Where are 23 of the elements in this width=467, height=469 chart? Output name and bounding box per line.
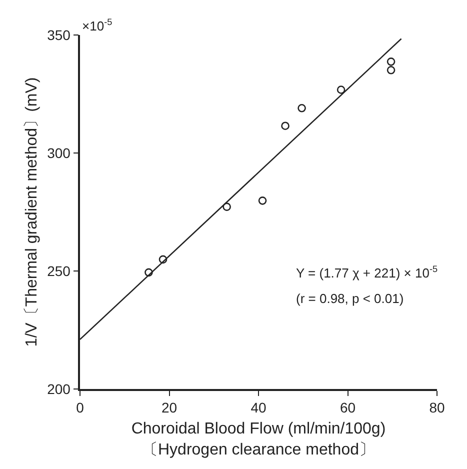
point [386,66,396,74]
point [144,268,153,277]
point [298,104,306,112]
annotation: (r = 0.98, p < 0.01) [296,291,404,306]
point [281,122,290,130]
y-tick-label: 250 [47,262,71,279]
x-tick-label: 40 [250,400,266,416]
text: ×10$^{-5}$ [82,17,112,34]
x-tick-label: 80 [429,400,445,416]
point [336,86,346,94]
point [258,196,267,205]
annotation: Y = (1.77 χ + 221) × 10$^{-5}$ [296,264,438,280]
x-tick-label: 0 [76,400,84,416]
y-tick-label: 350 [47,26,71,43]
y-tick-label: 200 [47,380,71,397]
point [222,202,231,211]
x-axis-title: Choroidal Blood Flow (ml/min/100g) 〔Hydrogen clearance method〕 [131,420,386,459]
y-tick-label: 300 [47,144,71,161]
x-tick-label: 20 [161,400,178,416]
point [386,58,396,66]
x-tick-label: 60 [340,400,356,416]
point [158,255,168,264]
y-axis-title: 1/V〔Thermal gradient method〕(mV) [23,77,40,347]
